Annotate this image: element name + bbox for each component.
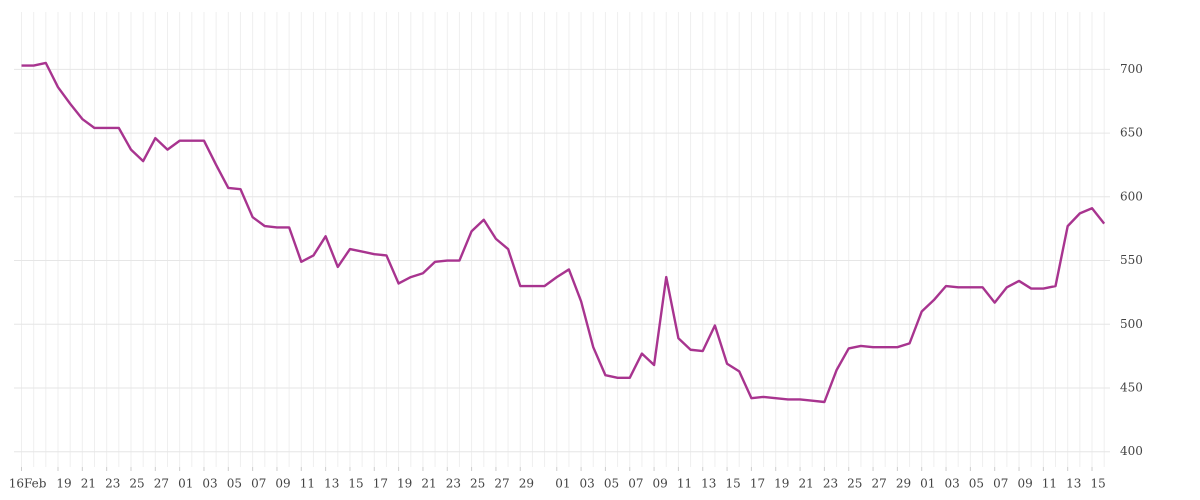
x-tick-label: 01: [920, 477, 935, 491]
x-tick-label: 29: [896, 477, 911, 491]
x-tick-label: 25: [470, 477, 485, 491]
y-tick-label: 600: [1120, 189, 1143, 203]
x-tick-label: 01: [555, 477, 570, 491]
x-tick-label: 16Feb: [9, 477, 47, 491]
x-tick-label: 07: [628, 477, 643, 491]
x-tick-label: 07: [251, 477, 266, 491]
x-tick-label: 03: [202, 477, 217, 491]
x-tick-label: 09: [1017, 477, 1032, 491]
x-tick-label: 03: [944, 477, 959, 491]
x-tick-label: 27: [494, 477, 509, 491]
x-tick-label: 09: [653, 477, 668, 491]
y-tick-label: 450: [1120, 380, 1143, 394]
x-tick-label: 15: [348, 477, 363, 491]
x-tick-label: 03: [580, 477, 595, 491]
y-tick-label: 500: [1120, 317, 1143, 331]
y-tick-label: 400: [1120, 444, 1143, 458]
x-tick-label: 01: [178, 477, 193, 491]
y-tick-label: 650: [1120, 126, 1143, 140]
x-tick-label: 15: [726, 477, 741, 491]
x-tick-label: 19: [56, 477, 71, 491]
x-tick-label: 19: [397, 477, 412, 491]
x-tick-label: 27: [871, 477, 886, 491]
x-tick-label: 13: [1066, 477, 1081, 491]
x-tick-label: 23: [446, 477, 461, 491]
x-tick-label: 17: [750, 477, 765, 491]
x-tick-label: 25: [847, 477, 862, 491]
x-tick-label: 05: [604, 477, 619, 491]
x-tick-label: 23: [823, 477, 838, 491]
x-tick-label: 13: [701, 477, 716, 491]
x-tick-label: 07: [993, 477, 1008, 491]
y-tick-label: 550: [1120, 253, 1143, 267]
y-tick-label: 700: [1120, 62, 1143, 76]
x-tick-label: 23: [105, 477, 120, 491]
x-tick-label: 13: [324, 477, 339, 491]
x-tick-label: 17: [373, 477, 388, 491]
x-tick-label: 11: [677, 477, 692, 491]
x-tick-label: 11: [1042, 477, 1057, 491]
x-tick-label: 27: [154, 477, 169, 491]
x-tick-label: 29: [519, 477, 534, 491]
x-tick-label: 05: [227, 477, 242, 491]
x-tick-label: 21: [81, 477, 96, 491]
x-tick-label: 21: [799, 477, 814, 491]
x-tick-label: 19: [774, 477, 789, 491]
x-tick-label: 15: [1090, 477, 1105, 491]
x-tick-label: 09: [275, 477, 290, 491]
x-tick-label: 21: [421, 477, 436, 491]
line-series: [21, 61, 1106, 404]
x-tick-label: 25: [129, 477, 144, 491]
x-tick-label: 05: [969, 477, 984, 491]
x-tick-label: 11: [300, 477, 315, 491]
